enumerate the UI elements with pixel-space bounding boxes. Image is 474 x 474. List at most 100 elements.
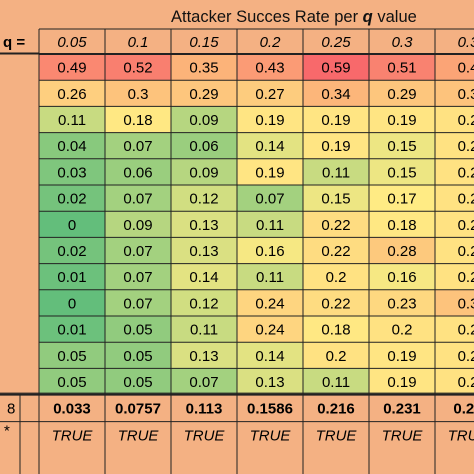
heat-cell-label: 0.07 <box>123 295 152 312</box>
heat-cell <box>171 263 237 290</box>
heat-cell <box>39 368 105 395</box>
heat-cell-label: 0.01 <box>57 322 86 339</box>
heat-cell <box>435 237 474 264</box>
heat-cell <box>39 158 105 185</box>
heat-cell-label: 0.29 <box>387 86 416 103</box>
heat-cell <box>369 106 435 133</box>
heat-cell-label: 0.3 <box>458 295 474 312</box>
summary-value: 0.033 <box>53 401 91 418</box>
heat-cell-label: 0.11 <box>58 112 86 129</box>
heat-cell-label: 0.19 <box>321 112 350 129</box>
heat-cell <box>303 158 369 185</box>
heat-cell-label: 0.07 <box>123 243 152 260</box>
heat-cell <box>237 185 303 212</box>
heat-cell-label: 0.15 <box>387 164 416 181</box>
column-header: 0.25 <box>321 34 351 51</box>
column-header: 0.2 <box>260 34 282 51</box>
heat-cell <box>39 289 105 316</box>
heat-cell <box>105 54 171 81</box>
heat-cell <box>435 54 474 81</box>
heat-cell <box>39 211 105 238</box>
heat-cell <box>369 54 435 81</box>
column-header: 0.3 <box>392 34 414 51</box>
heat-cell-label: 0.24 <box>255 322 284 339</box>
heat-cell-label: 0.05 <box>57 374 86 391</box>
heat-cell-label: 0.2 <box>458 217 474 234</box>
heat-cell-label: 0.3 <box>128 86 149 103</box>
heat-cell <box>171 211 237 238</box>
heat-cell-label: 0.16 <box>255 243 284 260</box>
chart-title-part: Attacker Succes Rate per <box>171 8 363 26</box>
heat-cell-label: 0.05 <box>57 348 86 365</box>
heat-cell <box>237 106 303 133</box>
heat-cell-label: 0.2 <box>458 269 474 286</box>
heat-cell-label: 0.12 <box>189 295 218 312</box>
heat-cell-label: 0.14 <box>255 138 284 155</box>
heat-cell <box>105 80 171 107</box>
heat-cell <box>105 132 171 159</box>
heat-cell-label: 0.43 <box>255 60 284 77</box>
heat-cell-label: 0.13 <box>189 243 218 260</box>
heat-cell-label: 0.19 <box>387 374 416 391</box>
heat-cell <box>171 237 237 264</box>
heat-cell-label: 0.05 <box>123 374 152 391</box>
heat-cell <box>237 237 303 264</box>
heat-cell <box>303 263 369 290</box>
heat-cell <box>435 211 474 238</box>
heat-cell <box>369 237 435 264</box>
heat-cell-label: 0.19 <box>255 112 284 129</box>
heat-cell <box>105 185 171 212</box>
heat-cell-label: 0 <box>68 217 76 234</box>
heat-cell <box>237 316 303 343</box>
heat-cell-label: 0.2 <box>326 269 347 286</box>
heat-cell-label: 0.49 <box>57 60 86 77</box>
heat-cell <box>303 185 369 212</box>
heat-cell <box>171 106 237 133</box>
column-header: 0.15 <box>189 34 219 51</box>
chart-title-part: value <box>373 8 417 26</box>
heat-cell-label: 0.18 <box>321 322 350 339</box>
heat-cell-label: 0.35 <box>189 60 218 77</box>
heat-cell <box>105 368 171 395</box>
heat-cell-label: 0.2 <box>392 322 413 339</box>
heat-cell-label: 0.3 <box>458 86 474 103</box>
heat-cell <box>39 342 105 369</box>
heat-cell-label: 0.11 <box>322 164 350 181</box>
heat-cell-label: 0.17 <box>387 191 416 208</box>
heat-cell-label: 0.2 <box>458 164 474 181</box>
summary-value: 0.216 <box>317 401 355 418</box>
heat-cell <box>171 342 237 369</box>
heat-cell-label: 0.09 <box>189 164 218 181</box>
heat-cell <box>369 132 435 159</box>
heat-cell-label: 0.2 <box>458 112 474 129</box>
heat-cell-label: 0.22 <box>321 243 350 260</box>
heat-cell-label: 0.18 <box>387 217 416 234</box>
heat-cell-label: 0.07 <box>189 374 218 391</box>
heat-cell-label: 0.11 <box>322 374 350 391</box>
heat-cell-label: 0.14 <box>255 348 284 365</box>
heat-cell-label: 0.19 <box>321 138 350 155</box>
heat-cell <box>435 316 474 343</box>
heat-cell-label: 0.2 <box>458 191 474 208</box>
bool-value: TRUE <box>250 428 292 445</box>
heat-cell <box>369 185 435 212</box>
column-header: 0.05 <box>57 34 87 51</box>
heat-cell-label: 0.13 <box>255 374 284 391</box>
heat-cell-label: 0.15 <box>321 191 350 208</box>
bool-value: TRUE <box>448 428 474 445</box>
heat-cell <box>237 368 303 395</box>
heat-cell-label: 0.06 <box>189 138 218 155</box>
heat-cell <box>39 185 105 212</box>
heat-cell-label: 0.05 <box>123 322 152 339</box>
heat-cell-label: 0.01 <box>57 269 86 286</box>
heat-cell <box>237 289 303 316</box>
heat-cell-label: 0.16 <box>387 269 416 286</box>
heat-cell <box>369 342 435 369</box>
heat-cell <box>39 54 105 81</box>
heat-cell <box>435 80 474 107</box>
heat-cell-label: 0.22 <box>321 295 350 312</box>
heat-cell-label: 0.22 <box>321 217 350 234</box>
heat-cell <box>435 368 474 395</box>
bool-value: TRUE <box>52 428 94 445</box>
heat-cell-label: 0.52 <box>123 60 152 77</box>
